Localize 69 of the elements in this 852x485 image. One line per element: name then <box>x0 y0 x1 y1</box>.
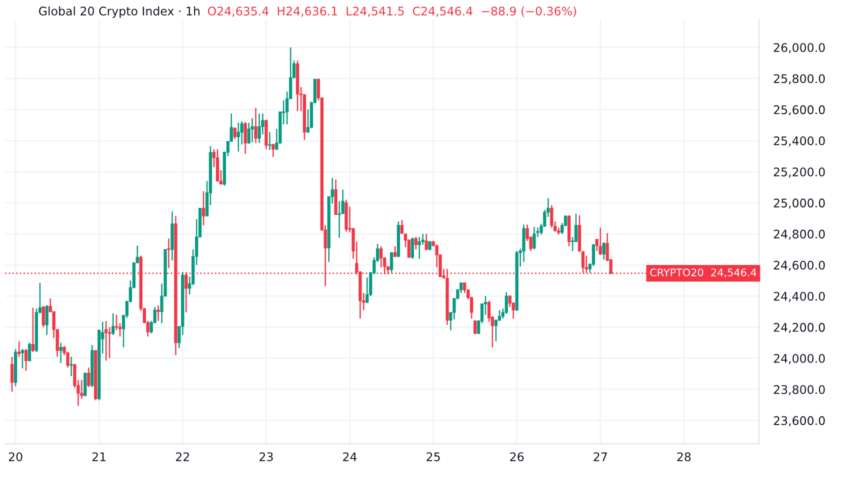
candlestick <box>338 200 341 238</box>
candlestick <box>70 356 73 377</box>
y-tick-label: 23,800.0 <box>774 385 825 396</box>
y-tick-label: 25,600.0 <box>774 105 825 116</box>
candlestick <box>418 236 421 260</box>
candlestick <box>59 342 62 364</box>
candlestick <box>390 252 394 274</box>
candlestick <box>268 131 272 151</box>
candlestick <box>532 226 536 250</box>
candlestick <box>272 143 275 158</box>
candlestick <box>167 238 170 269</box>
x-tick-label: 21 <box>92 452 106 462</box>
x-tick-label: 26 <box>510 452 524 462</box>
y-tick-label: 24,400.0 <box>774 292 825 302</box>
y-tick-label: 24,200.0 <box>774 322 825 334</box>
candlestick <box>463 282 466 294</box>
candlestick <box>233 126 236 140</box>
candlestick <box>20 348 24 370</box>
candlestick <box>504 292 508 315</box>
y-tick-label: 24,800.0 <box>774 230 825 240</box>
candlestick <box>598 227 602 256</box>
y-tick-label: 25,400.0 <box>774 136 825 147</box>
x-tick-label: 24 <box>343 452 357 462</box>
candlestick <box>602 242 606 260</box>
y-tick-label: 25,800.0 <box>774 74 825 84</box>
x-tick-label: 25 <box>426 452 440 462</box>
y-tick-label: 23,600.0 <box>774 416 825 426</box>
candlestick <box>250 117 254 143</box>
candlestick <box>410 237 414 260</box>
candlestick <box>236 122 240 152</box>
candlestick <box>184 271 188 314</box>
candlestick <box>254 107 258 144</box>
candlestick <box>216 148 220 182</box>
candlestick <box>487 300 491 322</box>
candlestick <box>104 320 108 362</box>
candlestick <box>550 204 554 228</box>
candlestick <box>28 342 32 362</box>
candlestick <box>247 122 250 144</box>
candlestick <box>424 233 428 251</box>
candlestick <box>10 356 14 392</box>
chart-subtitle: O24,635.4 H24,636.1 L24,541.5 C24,546.4 −88.9 (−0.36%) <box>208 6 576 17</box>
candlestick <box>202 190 206 226</box>
candlestick <box>508 294 512 308</box>
candlestick <box>42 306 45 328</box>
candlestick <box>24 348 28 372</box>
x-tick-label: 20 <box>8 452 22 462</box>
x-tick-label: 23 <box>260 452 273 462</box>
candlestick <box>156 304 160 322</box>
y-tick-label: 25,200.0 <box>774 167 825 178</box>
x-tick-label: 22 <box>176 452 189 462</box>
candlestick <box>474 320 477 335</box>
candlestick <box>31 307 34 353</box>
y-tick-label: 25,000.0 <box>774 198 825 209</box>
candlestick <box>17 340 21 358</box>
x-tick-label: 28 <box>677 452 691 462</box>
candlestick <box>111 312 115 336</box>
candlestick <box>84 372 87 397</box>
y-tick-label: 24,600.0 <box>774 260 825 271</box>
chart-title: Global 20 Crypto Index · 1h <box>39 6 200 18</box>
candlestick <box>45 304 48 336</box>
candlestick <box>258 112 261 144</box>
candlestick <box>87 366 90 388</box>
x-tick-label: 27 <box>594 452 607 462</box>
candlestick <box>522 224 526 263</box>
y-tick-label: 26,000.0 <box>774 43 825 54</box>
candlestick <box>244 121 247 154</box>
ref-line-label: CRYPTO20 24,546.4 <box>650 268 756 278</box>
candlestick <box>414 236 418 250</box>
y-tick-label: 24,000.0 <box>774 354 825 364</box>
